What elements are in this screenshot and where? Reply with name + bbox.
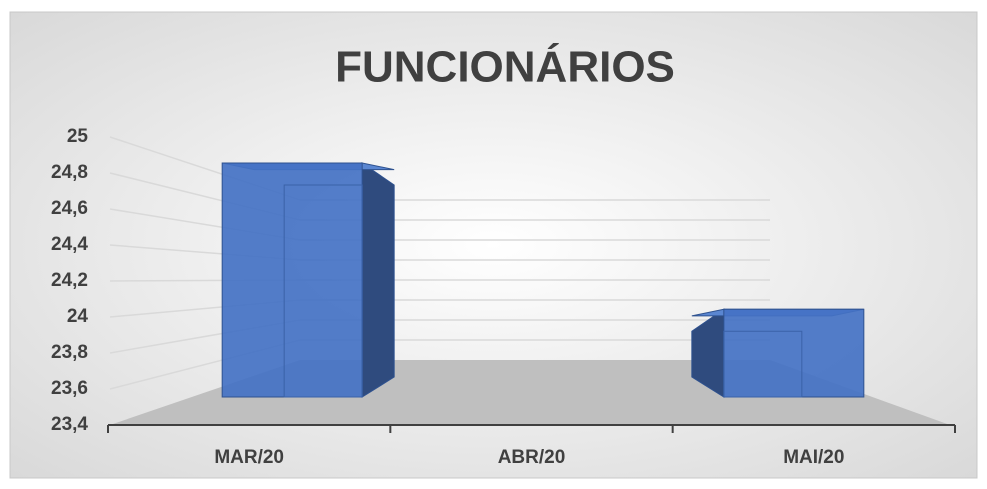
y-tick-label: 24,2 — [51, 270, 88, 291]
x-tick-label: MAI/20 — [783, 447, 844, 468]
bar-inner-edge — [723, 330, 803, 398]
y-tick-label: 24,6 — [51, 198, 88, 219]
y-tick-label: 25 — [67, 126, 89, 147]
x-tick-label: ABR/20 — [498, 447, 566, 468]
chart-title: FUNCIONÁRIOS — [335, 42, 675, 92]
y-tick-label: 23,8 — [51, 342, 88, 363]
y-tick-label: 23,4 — [51, 414, 88, 435]
bar-inner-edge — [283, 184, 363, 398]
x-tick-label: MAR/20 — [214, 447, 284, 468]
bar — [691, 308, 865, 398]
bar — [221, 162, 395, 398]
y-tick-label: 24,4 — [51, 234, 88, 255]
bar-side — [361, 162, 395, 398]
y-tick-label: 24 — [67, 306, 89, 327]
y-tick-label: 23,6 — [51, 378, 88, 399]
y-tick-label: 24,8 — [51, 162, 88, 183]
bar-front — [723, 308, 865, 398]
bar-front — [221, 162, 363, 398]
